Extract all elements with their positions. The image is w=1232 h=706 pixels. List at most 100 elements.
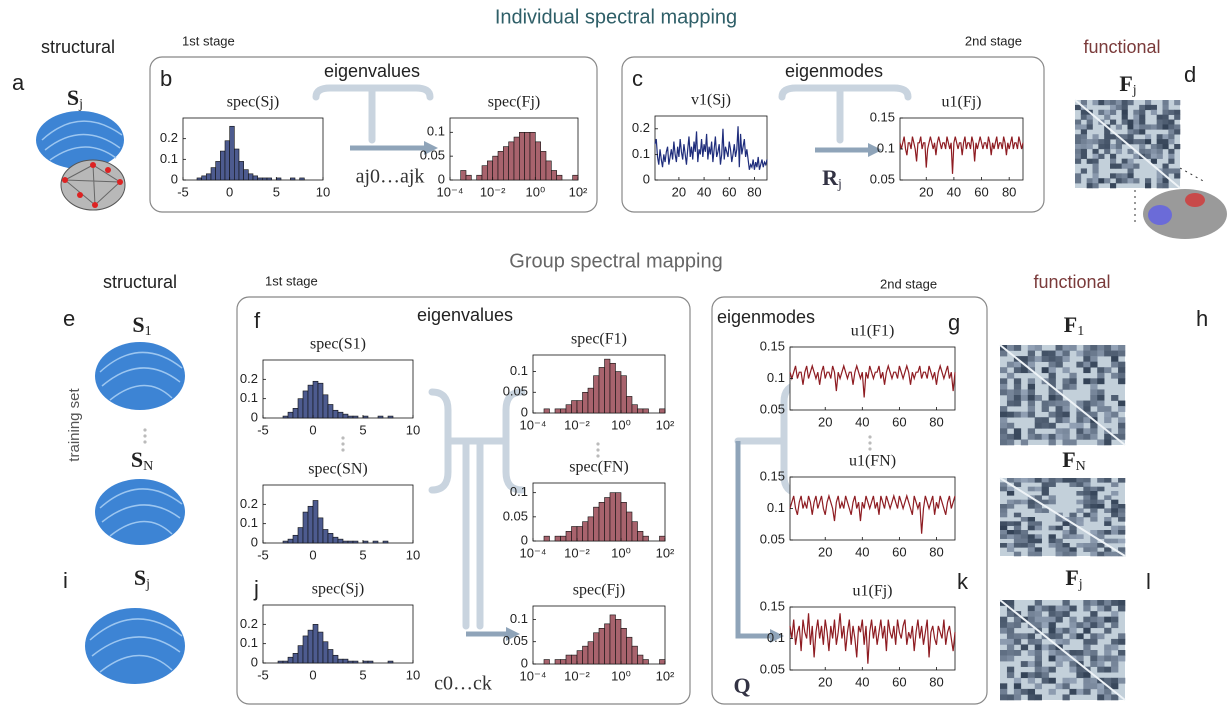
matrix-cell — [1174, 168, 1180, 173]
matrix-cell — [1076, 482, 1083, 487]
matrix-cell — [1049, 351, 1056, 357]
matrix-cell — [1163, 115, 1169, 120]
matrix-cell — [1076, 401, 1083, 407]
histogram-bar — [593, 376, 599, 413]
matrix-cell — [1116, 144, 1122, 149]
matrix-cell — [1090, 543, 1097, 548]
matrix-cell — [1076, 689, 1083, 695]
matrix-cell — [1014, 428, 1021, 434]
matrix-cell — [1007, 530, 1014, 535]
matrix-cell — [1133, 115, 1139, 120]
histogram-bar — [577, 527, 583, 542]
matrix-cell — [1000, 694, 1007, 700]
matrix-cell — [1097, 622, 1104, 628]
matrix-cell — [1028, 412, 1035, 418]
matrix-cell — [1163, 120, 1169, 125]
matrix-cell — [1081, 144, 1087, 149]
histogram-bar — [333, 655, 338, 663]
matrix-cell — [1063, 639, 1070, 645]
matrix-cell — [1118, 656, 1125, 662]
matrix-cell — [1007, 622, 1014, 628]
matrix-cell — [1104, 521, 1111, 526]
matrix-cell — [1063, 378, 1070, 384]
histogram-bar — [363, 541, 368, 543]
chart-title: u1(Fj) — [853, 583, 893, 600]
matrix-cell — [1139, 105, 1145, 110]
matrix-cell — [1083, 650, 1090, 656]
histogram-bar — [566, 531, 572, 541]
matrix-cell — [1093, 100, 1099, 105]
matrix-cell — [1163, 183, 1169, 188]
matrix-cell — [1122, 164, 1128, 169]
brain-label: Sj — [67, 85, 83, 112]
matrix-cell — [1028, 639, 1035, 645]
matrix-cell — [1028, 543, 1035, 548]
matrix-cell — [1083, 628, 1090, 634]
x-tick-label: 60 — [892, 414, 906, 429]
x-tick-label: 10⁰ — [611, 545, 631, 560]
matrix-cell — [1076, 534, 1083, 539]
matrix-cell — [1035, 606, 1042, 612]
matrix-cell — [1000, 428, 1007, 434]
matrix-cell — [1128, 178, 1134, 183]
matrix-cell — [1174, 110, 1180, 115]
matrix-cell — [1049, 500, 1056, 505]
matrix-cell — [1104, 644, 1111, 650]
matrix-cell — [1083, 644, 1090, 650]
matrix-cell — [1090, 356, 1097, 362]
matrix-cell — [1063, 543, 1070, 548]
matrix-cell — [1098, 100, 1104, 105]
matrix-cell — [1028, 401, 1035, 407]
y-tick-label: 0.2 — [632, 120, 650, 135]
x-tick-label: 10⁻² — [480, 184, 506, 199]
matrix-cell — [1083, 513, 1090, 518]
histogram-bar — [267, 178, 272, 180]
matrix-cell — [1042, 487, 1049, 492]
histogram-bar — [535, 142, 540, 180]
matrix-cell — [1104, 178, 1110, 183]
matrix-cell — [1069, 689, 1076, 695]
matrix-cell — [1035, 508, 1042, 513]
matrix-cell — [1049, 678, 1056, 684]
matrix-cell — [1104, 694, 1111, 700]
x-tick-label: 10 — [406, 667, 420, 682]
matrix-cell — [1083, 345, 1090, 351]
matrix-cell — [1007, 345, 1014, 351]
matrix-cell — [1035, 478, 1042, 483]
x-tick-label: 60 — [974, 184, 988, 199]
matrix-cell — [1151, 144, 1157, 149]
matrix-cell — [1128, 129, 1134, 134]
matrix-cell — [1056, 661, 1063, 667]
matrix-cell — [1000, 543, 1007, 548]
matrix-cell — [1056, 650, 1063, 656]
matrix-cell — [1097, 500, 1104, 505]
matrix-cell — [1007, 401, 1014, 407]
matrix-cell — [1014, 521, 1021, 526]
symbol: S — [132, 312, 144, 337]
matrix-cell — [1090, 487, 1097, 492]
matrix-cell — [1075, 124, 1081, 129]
matrix-cell — [1014, 650, 1021, 656]
histogram-bar — [588, 642, 594, 664]
histogram-bar — [632, 405, 638, 413]
matrix-cell — [1076, 351, 1083, 357]
histogram-bar — [283, 541, 288, 543]
matrix-cell — [1097, 389, 1104, 395]
matrix-cell — [1174, 100, 1180, 105]
matrix-cell — [1145, 134, 1151, 139]
matrix-cell — [1104, 517, 1111, 522]
histogram-bar — [503, 147, 508, 180]
matrix-cell — [1000, 650, 1007, 656]
matrix-cell — [1021, 412, 1028, 418]
matrix-cell — [1069, 345, 1076, 351]
matrix-cell — [1049, 362, 1056, 368]
x-tick-label: -5 — [177, 184, 189, 199]
matrix-cell — [1075, 139, 1081, 144]
x-tick-label: 10 — [406, 547, 420, 562]
matrix-cell — [1145, 105, 1151, 110]
histogram-bar — [573, 175, 578, 180]
matrix-cell — [1035, 650, 1042, 656]
matrix-cell — [1007, 644, 1014, 650]
matrix-cell — [1104, 412, 1111, 418]
matrix-cell — [1104, 617, 1111, 623]
